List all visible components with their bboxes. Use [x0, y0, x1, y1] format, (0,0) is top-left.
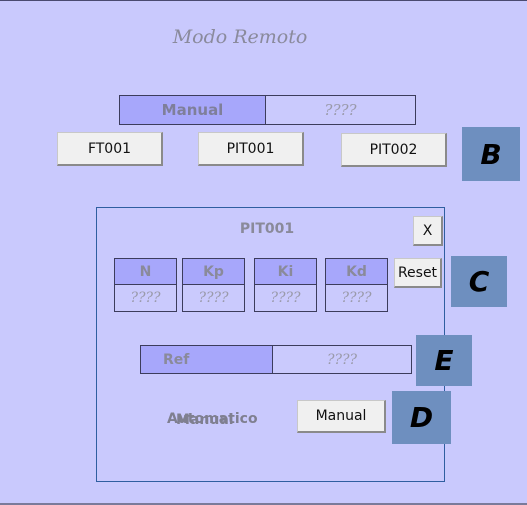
param-label: Kp	[183, 259, 244, 285]
reset-button[interactable]: Reset	[394, 258, 442, 288]
mode-display: Manual ????	[119, 95, 416, 125]
status-text-automatico: Automatico	[167, 411, 258, 427]
mode-label: Manual	[120, 96, 266, 124]
param-label: N	[115, 259, 176, 285]
window-bottom-border	[0, 503, 527, 505]
pit002-button[interactable]: PIT002	[341, 133, 447, 167]
param-value: ????	[326, 285, 387, 311]
window-top-border	[0, 0, 527, 1]
param-label: Kd	[326, 259, 387, 285]
status-text-manual: Manual	[176, 412, 234, 428]
param-label: Ki	[255, 259, 316, 285]
param-kd: Kd ????	[325, 258, 388, 312]
annotation-tag-e: E	[416, 335, 472, 386]
annotation-tag-d: D	[392, 391, 451, 444]
param-ki: Ki ????	[254, 258, 317, 312]
dialog-title: PIT001	[239, 221, 295, 237]
ref-display: Ref ????	[140, 345, 412, 374]
mode-value: ????	[266, 96, 415, 124]
ref-label: Ref	[141, 346, 273, 373]
pit001-dialog: PIT001 X Reset N ???? Kp ???? Ki ???? Kd…	[96, 207, 445, 482]
param-value: ????	[115, 285, 176, 311]
param-value: ????	[255, 285, 316, 311]
param-n: N ????	[114, 258, 177, 312]
page-title: Modo Remoto	[172, 26, 308, 48]
ft001-button[interactable]: FT001	[57, 132, 163, 166]
manual-button[interactable]: Manual	[297, 400, 386, 433]
ref-value: ????	[273, 346, 411, 373]
param-value: ????	[183, 285, 244, 311]
annotation-tag-c: C	[451, 256, 507, 307]
close-button[interactable]: X	[413, 216, 443, 246]
annotation-tag-b: B	[462, 127, 520, 181]
pit001-button[interactable]: PIT001	[198, 132, 304, 166]
param-kp: Kp ????	[182, 258, 245, 312]
